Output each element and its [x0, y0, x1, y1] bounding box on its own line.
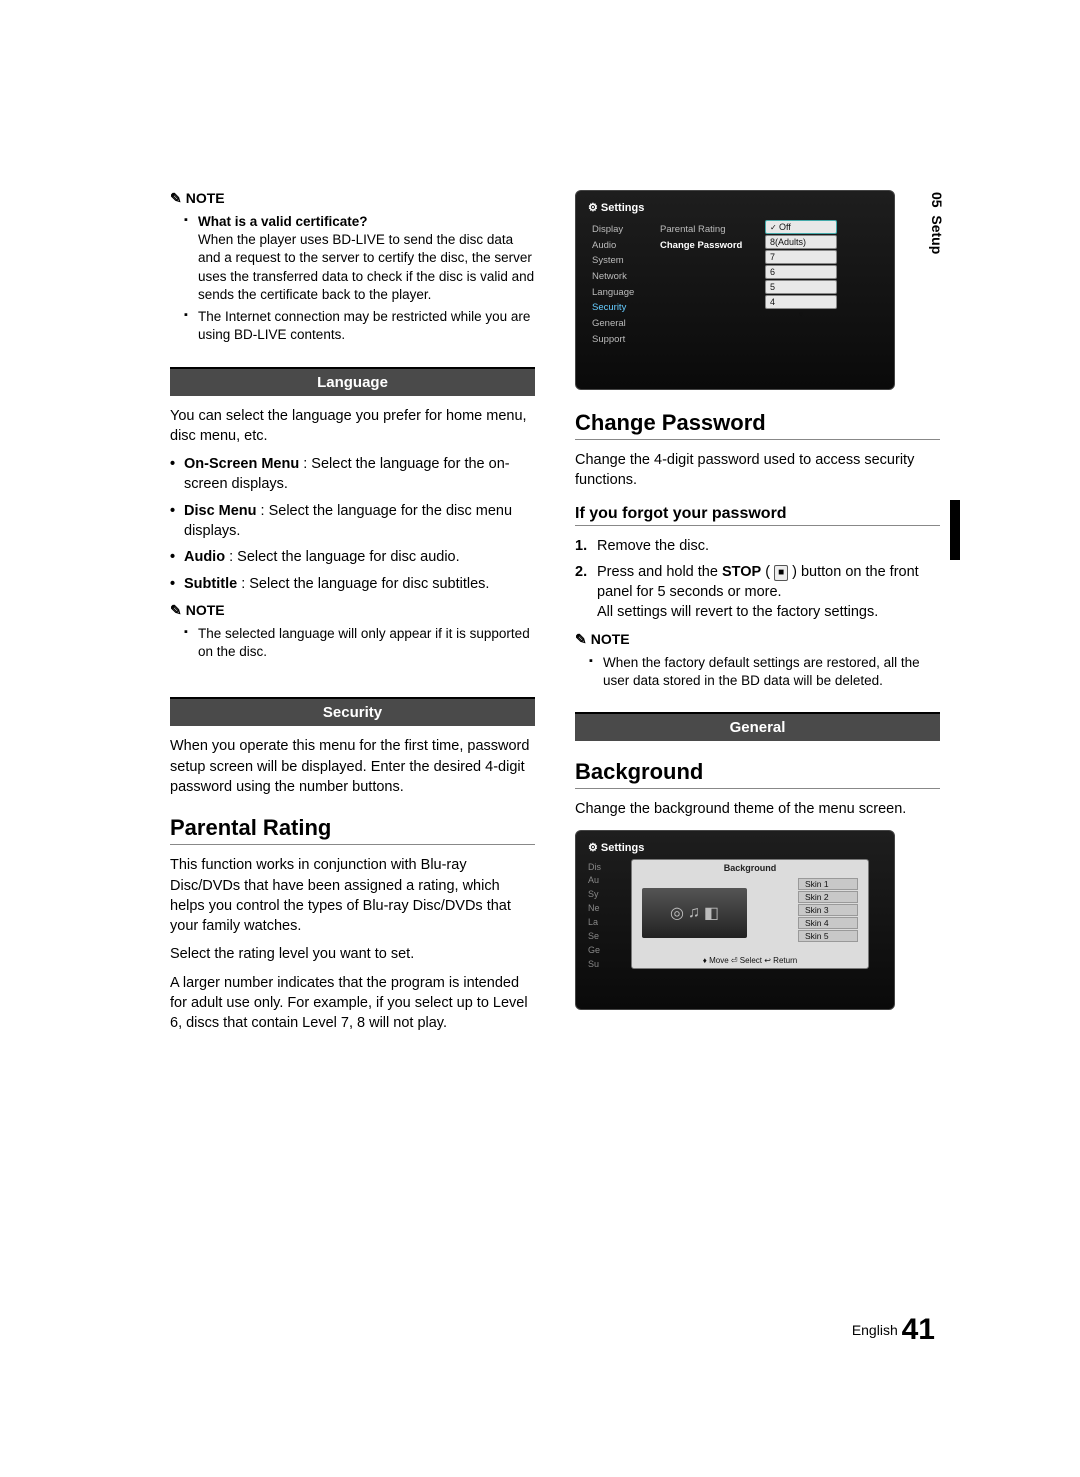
osd-sidebar-item: Support	[592, 332, 660, 348]
osd-sidebar-item: Audio	[592, 238, 660, 254]
osd-menu-item: Parental Rating	[660, 222, 765, 238]
preview-icon: ♫	[688, 904, 700, 922]
osd-sidebar-item: Network	[592, 269, 660, 285]
section-header-language: Language	[170, 367, 535, 396]
osd-sidebar-item: Language	[592, 285, 660, 301]
osd-skin-option: Skin 1	[798, 878, 858, 890]
footer-language: English	[852, 1322, 898, 1338]
osd-sidebar: Dis Au Sy Ne La Se Ge Su	[588, 861, 601, 973]
note-list: The selected language will only appear i…	[170, 625, 535, 661]
chapter-tab: 05 Setup	[929, 192, 945, 254]
list-item: Disc Menu : Select the language for the …	[184, 501, 535, 542]
osd-dropdown-option: 5	[765, 280, 837, 294]
preview-icon: ◧	[704, 903, 719, 923]
osd-dialog: Background ◎ ♫ ◧ Skin 1 Skin 2 Skin 3 Sk…	[631, 859, 869, 969]
heading-forgot-password: If you forgot your password	[575, 505, 940, 526]
heading-change-password: Change Password	[575, 410, 940, 440]
note-item: The Internet connection may be restricte…	[198, 308, 535, 344]
osd-skin-preview: ◎ ♫ ◧	[642, 888, 747, 938]
page-footer: English 41	[852, 1313, 935, 1347]
list-item: Audio : Select the language for disc aud…	[184, 547, 535, 567]
osd-title: Settings	[582, 837, 888, 858]
osd-dropdown-option: 4	[765, 295, 837, 309]
note-label: NOTE	[575, 631, 940, 648]
thumb-index-marker	[950, 500, 960, 560]
chapter-title: Setup	[929, 215, 945, 254]
osd-scroll-indicator: ▾	[765, 310, 837, 319]
osd-title: Settings	[582, 197, 888, 218]
security-intro: When you operate this menu for the first…	[170, 736, 535, 797]
heading-parental-rating: Parental Rating	[170, 815, 535, 845]
osd-skin-option: Skin 5	[798, 930, 858, 942]
page-number: 41	[902, 1313, 935, 1346]
parental-text: Select the rating level you want to set.	[170, 944, 535, 964]
section-header-security: Security	[170, 697, 535, 726]
stop-icon: ■	[774, 565, 788, 581]
osd-dropdown: Off 8(Adults) 7 6 5 4 ▾	[765, 218, 888, 368]
change-password-text: Change the 4-digit password used to acce…	[575, 450, 940, 491]
chapter-number: 05	[929, 192, 945, 208]
note-label: NOTE	[170, 190, 535, 207]
note-item-bold: What is a valid certificate?	[198, 214, 368, 229]
section-header-general: General	[575, 712, 940, 741]
note-item: What is a valid certificate? When the pl…	[198, 213, 535, 304]
osd-dialog-title: Background	[632, 860, 868, 876]
parental-text: This function works in conjunction with …	[170, 855, 535, 936]
step-item: 2.Press and hold the STOP ( ■ ) button o…	[597, 562, 940, 623]
step-item: 1.Remove the disc.	[597, 536, 940, 556]
osd-sidebar-item: Display	[592, 222, 660, 238]
osd-menu: Parental Rating Change Password	[660, 218, 765, 368]
language-intro: You can select the language you prefer f…	[170, 406, 535, 447]
forgot-password-steps: 1.Remove the disc. 2.Press and hold the …	[575, 536, 940, 623]
note-list: What is a valid certificate? When the pl…	[170, 213, 535, 345]
list-item: Subtitle : Select the language for disc …	[184, 574, 535, 594]
osd-controls-hint: ♦ Move ⏎ Select ↩ Return	[632, 956, 868, 965]
preview-icon: ◎	[670, 903, 684, 923]
note-item: When the factory default settings are re…	[603, 654, 940, 690]
note-list: When the factory default settings are re…	[575, 654, 940, 690]
list-item: On-Screen Menu : Select the language for…	[184, 454, 535, 495]
osd-menu-item-selected: Change Password	[660, 238, 765, 254]
osd-settings-background: Settings Dis Au Sy Ne La Se Ge Su Backgr…	[575, 830, 895, 1010]
note-item-text: The Internet connection may be restricte…	[198, 309, 530, 342]
osd-skin-option: Skin 3	[798, 904, 858, 916]
osd-sidebar-item: General	[592, 316, 660, 332]
osd-skin-option: Skin 4	[798, 917, 858, 929]
osd-dropdown-option: 7	[765, 250, 837, 264]
osd-settings-parental: Settings Display Audio System Network La…	[575, 190, 895, 390]
note-label: NOTE	[170, 602, 535, 619]
osd-skin-list: Skin 1 Skin 2 Skin 3 Skin 4 Skin 5	[798, 878, 858, 943]
language-option-list: On-Screen Menu : Select the language for…	[170, 454, 535, 594]
osd-sidebar-item-active: Security	[592, 300, 660, 316]
left-column: NOTE What is a valid certificate? When t…	[170, 190, 535, 1042]
osd-dropdown-option: 8(Adults)	[765, 235, 837, 249]
background-text: Change the background theme of the menu …	[575, 799, 940, 819]
osd-dropdown-option: 6	[765, 265, 837, 279]
osd-dropdown-option-selected: Off	[765, 220, 837, 234]
heading-background: Background	[575, 759, 940, 789]
note-item-text: When the player uses BD-LIVE to send the…	[198, 232, 534, 302]
osd-skin-option: Skin 2	[798, 891, 858, 903]
osd-sidebar-item: System	[592, 253, 660, 269]
note-item: The selected language will only appear i…	[198, 625, 535, 661]
parental-text: A larger number indicates that the progr…	[170, 973, 535, 1034]
osd-sidebar: Display Audio System Network Language Se…	[582, 218, 660, 368]
right-column: Settings Display Audio System Network La…	[575, 190, 940, 1042]
